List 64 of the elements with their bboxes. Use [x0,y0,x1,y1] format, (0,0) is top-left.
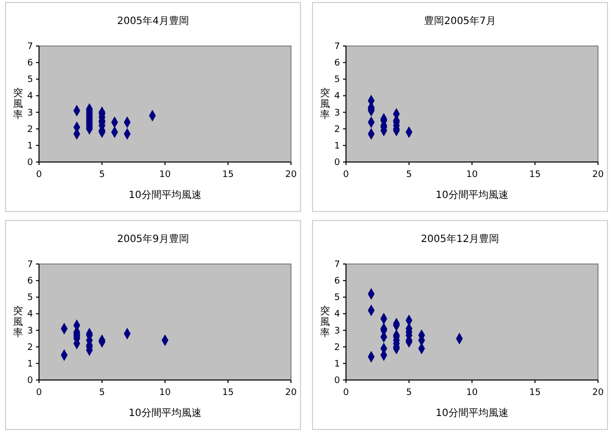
y-tick-label: 6 [334,58,340,69]
x-tick-label: 15 [529,388,541,398]
chart-title: 2005年9月豊岡 [117,233,189,245]
x-tick-label: 10 [466,170,478,180]
y-tick-label: 4 [27,310,34,320]
x-tick-label: 5 [406,170,412,180]
y-tick-label: 0 [27,376,34,386]
y-tick-label: 1 [27,359,33,370]
y-tick-label: 3 [334,108,340,118]
y-tick-label: 6 [27,58,34,69]
x-tick-label: 20 [285,170,297,180]
y-tick-label: 2 [334,342,340,353]
x-tick-label: 5 [99,170,105,180]
x-tick-label: 0 [36,388,42,398]
y-axis-title: 突風率 [320,305,330,339]
y-tick-label: 5 [27,293,33,304]
x-tick-label: 15 [222,170,234,180]
chart-title: 2005年4月豊岡 [117,15,189,27]
y-tick-label: 3 [334,326,340,336]
y-tick-label: 1 [27,141,33,152]
y-tick-label: 5 [334,293,340,304]
x-tick-label: 20 [592,388,604,398]
y-axis-title: 突風率 [13,87,23,121]
y-tick-label: 7 [27,260,33,270]
y-tick-label: 2 [334,124,340,135]
y-tick-label: 1 [334,359,340,370]
y-tick-label: 7 [334,260,340,270]
y-tick-label: 0 [334,158,340,168]
y-axis-title: 突風率 [13,305,23,339]
y-tick-label: 0 [27,158,34,168]
y-tick-label: 4 [334,310,340,320]
y-tick-label: 5 [334,75,340,86]
y-tick-label: 3 [27,108,33,118]
y-tick-label: 6 [334,276,340,287]
x-tick-label: 0 [36,170,42,180]
x-axis-title: 10分間平均風速 [128,407,202,419]
y-tick-label: 4 [334,92,340,102]
y-tick-label: 1 [334,141,340,152]
x-tick-label: 20 [592,170,604,180]
y-tick-label: 2 [27,124,33,135]
y-tick-label: 6 [27,276,34,287]
x-tick-label: 20 [285,388,297,398]
y-tick-label: 2 [27,342,33,353]
x-tick-label: 5 [406,388,412,398]
x-tick-label: 10 [466,388,478,398]
x-tick-label: 0 [343,388,350,398]
y-tick-label: 4 [27,92,34,102]
x-tick-label: 10 [159,170,171,180]
y-tick-label: 5 [27,75,33,86]
chart-title: 2005年12月豊岡 [420,233,500,245]
x-tick-label: 15 [529,170,541,180]
y-tick-label: 0 [334,376,340,386]
y-axis-title: 突風率 [320,87,330,121]
x-tick-label: 10 [159,388,171,398]
chart-title: 豊岡2005年7月 [424,15,496,27]
x-tick-label: 15 [222,388,234,398]
y-tick-label: 3 [27,326,33,336]
x-tick-label: 5 [99,388,105,398]
y-tick-label: 7 [27,42,33,52]
x-axis-title: 10分間平均風速 [436,189,508,201]
y-tick-label: 7 [334,42,340,52]
x-tick-label: 0 [343,170,350,180]
x-axis-title: 10分間平均風速 [436,407,508,419]
x-axis-title: 10分間平均風速 [128,189,202,201]
